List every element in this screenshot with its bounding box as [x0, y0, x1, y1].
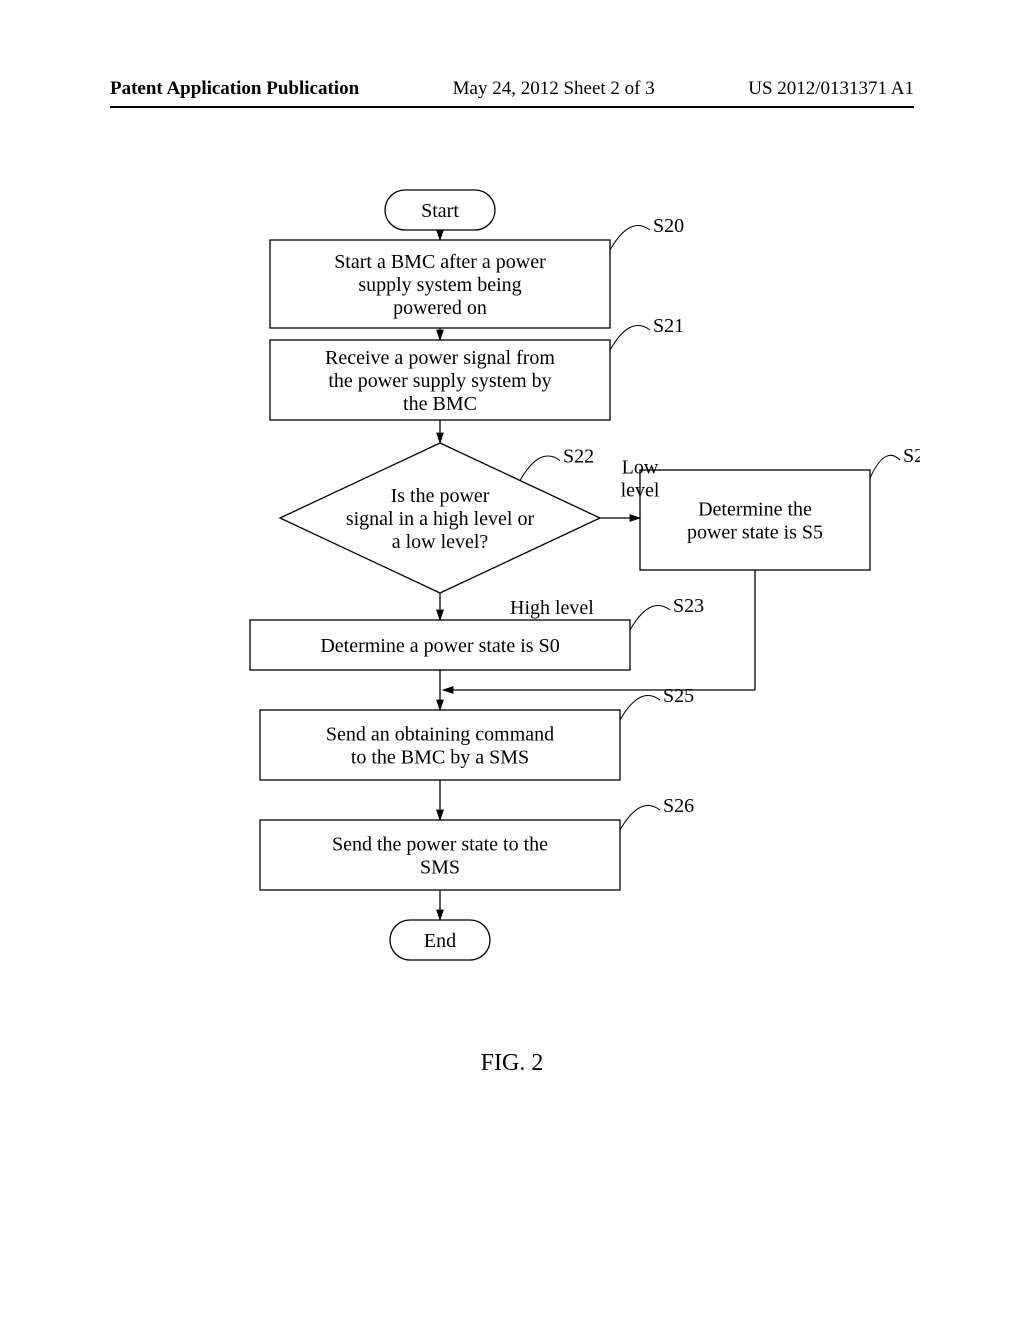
svg-text:S21: S21	[653, 315, 684, 337]
header-left: Patent Application Publication	[110, 78, 359, 100]
figure-caption: FIG. 2	[0, 1050, 1024, 1077]
svg-text:Determine thepower state is S5: Determine thepower state is S5	[687, 499, 823, 544]
svg-text:End: End	[424, 930, 456, 952]
svg-text:S26: S26	[663, 795, 694, 817]
svg-text:High level: High level	[510, 597, 594, 619]
page-header: Patent Application Publication May 24, 2…	[110, 78, 914, 100]
flowchart: Start Start a BMC after a powersupply sys…	[200, 170, 920, 990]
svg-text:S20: S20	[653, 215, 684, 237]
svg-text:Determine a power state is S0: Determine a power state is S0	[320, 635, 559, 657]
header-right: US 2012/0131371 A1	[748, 78, 914, 100]
svg-text:Is the powersignal in a high l: Is the powersignal in a high level ora l…	[346, 485, 535, 553]
svg-text:Start: Start	[421, 200, 459, 222]
svg-text:Receive a power signal fromthe: Receive a power signal fromthe power sup…	[325, 347, 555, 415]
header-rule	[110, 106, 914, 108]
svg-text:S25: S25	[663, 685, 694, 707]
svg-text:Start a BMC after a powersuppl: Start a BMC after a powersupply system b…	[334, 251, 546, 319]
svg-text:Lowlevel: Lowlevel	[621, 457, 660, 502]
svg-text:Send an obtaining commandto th: Send an obtaining commandto the BMC by a…	[326, 724, 554, 769]
page: Patent Application Publication May 24, 2…	[0, 0, 1024, 1320]
svg-text:S23: S23	[673, 595, 704, 617]
svg-text:S24: S24	[903, 445, 920, 467]
svg-text:S22: S22	[563, 446, 594, 468]
svg-text:Send the power state to theSMS: Send the power state to theSMS	[332, 834, 548, 879]
header-center: May 24, 2012 Sheet 2 of 3	[453, 78, 655, 100]
